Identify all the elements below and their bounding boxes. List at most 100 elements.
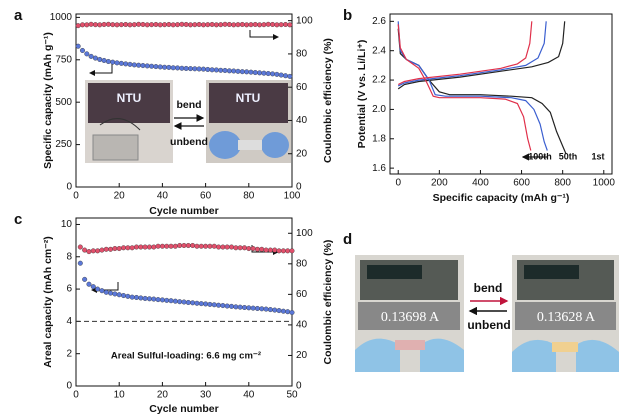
- point: [149, 64, 154, 69]
- point: [186, 300, 191, 305]
- point: [151, 245, 156, 250]
- point: [249, 22, 254, 27]
- page: {"chart_data": [ {"type": "scatter", "la…: [0, 0, 621, 417]
- x-tick-label: 30: [200, 390, 212, 401]
- point: [87, 282, 92, 287]
- x-axis-label: Cycle number: [149, 205, 218, 217]
- point: [285, 249, 290, 254]
- point: [257, 23, 262, 28]
- point: [221, 303, 226, 308]
- x-tick-label: 0: [73, 191, 79, 202]
- y2-tick-label: 0: [296, 381, 302, 392]
- y2-tick-label: 100: [296, 15, 313, 26]
- point: [236, 22, 241, 27]
- point: [117, 292, 122, 297]
- point: [193, 66, 198, 71]
- point: [113, 292, 118, 297]
- point: [257, 71, 262, 76]
- point: [147, 245, 152, 250]
- point: [212, 302, 217, 307]
- point: [199, 244, 204, 249]
- point: [242, 305, 247, 310]
- point: [141, 63, 146, 68]
- point: [89, 22, 94, 27]
- x-tick-label: 40: [243, 390, 255, 401]
- plot-frame: [390, 14, 612, 174]
- arrow: [250, 30, 278, 37]
- point: [281, 309, 286, 314]
- point: [180, 66, 185, 71]
- y-tick-label: 0: [66, 381, 72, 392]
- y-tick-label: 2.6: [372, 16, 386, 27]
- point: [203, 302, 208, 307]
- point: [128, 62, 133, 67]
- point: [244, 23, 249, 28]
- point: [253, 22, 258, 27]
- point: [244, 70, 249, 75]
- point: [160, 298, 165, 303]
- point: [277, 249, 282, 254]
- point: [283, 22, 288, 27]
- point: [119, 61, 124, 66]
- x-tick-label: 0: [73, 390, 79, 401]
- point: [277, 308, 282, 313]
- point: [97, 23, 102, 28]
- point: [279, 22, 284, 27]
- point: [80, 48, 85, 53]
- point: [188, 66, 193, 71]
- y2-tick-label: 100: [296, 228, 313, 239]
- point: [223, 68, 228, 73]
- y2-tick-label: 40: [296, 115, 308, 126]
- point: [197, 67, 202, 72]
- point: [175, 22, 180, 27]
- point: [229, 304, 234, 309]
- y2-tick-label: 60: [296, 82, 308, 93]
- point: [132, 63, 137, 68]
- point: [190, 301, 195, 306]
- point: [290, 249, 295, 254]
- y-tick-label: 2.0: [372, 104, 386, 115]
- point: [132, 22, 137, 27]
- x-tick-label: 200: [431, 178, 448, 189]
- point: [93, 56, 98, 61]
- point: [162, 22, 167, 27]
- x-tick-label: 10: [114, 390, 126, 401]
- unbend-label: unbend: [467, 318, 510, 332]
- point: [104, 247, 109, 252]
- point: [231, 69, 236, 74]
- point: [136, 63, 141, 68]
- point: [169, 298, 174, 303]
- y2-tick-label: 20: [296, 148, 308, 159]
- point: [247, 246, 252, 251]
- point: [104, 290, 109, 295]
- y-tick-label: 750: [55, 54, 72, 65]
- point: [171, 23, 176, 28]
- point: [221, 245, 226, 250]
- point: [264, 248, 269, 253]
- x-tick-label: 400: [472, 178, 489, 189]
- point: [85, 52, 90, 57]
- point: [158, 65, 163, 70]
- x-tick-label: 1000: [593, 178, 616, 189]
- point: [167, 65, 172, 70]
- y2-tick-label: 0: [296, 182, 302, 193]
- x-tick-label: 80: [243, 191, 255, 202]
- y-tick-label: 10: [61, 219, 73, 230]
- point: [130, 245, 135, 250]
- unbend-label: unbend: [170, 136, 208, 148]
- y2-tick-label: 60: [296, 289, 308, 300]
- y-axis-label: Potential (V vs. Li/Li⁺): [356, 40, 368, 149]
- point: [225, 245, 230, 250]
- point: [210, 22, 215, 27]
- point: [195, 301, 200, 306]
- y-tick-label: 500: [55, 97, 72, 108]
- point: [128, 23, 133, 28]
- line: [398, 21, 547, 150]
- point: [208, 302, 213, 307]
- point: [106, 22, 111, 27]
- point: [143, 245, 148, 250]
- point: [164, 244, 169, 249]
- point: [193, 22, 198, 27]
- point: [91, 249, 96, 254]
- point: [283, 73, 288, 78]
